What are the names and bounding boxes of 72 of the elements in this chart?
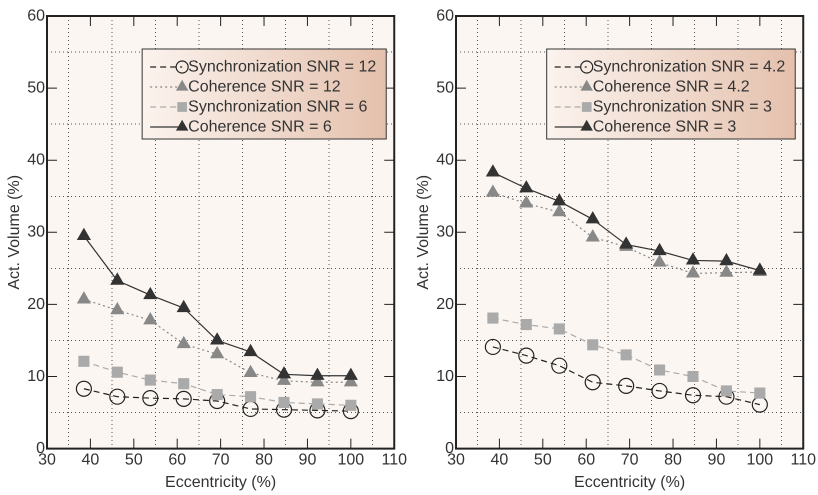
legend-label: Coherence SNR = 4.2 <box>592 78 750 96</box>
point <box>586 230 600 242</box>
point <box>484 338 501 356</box>
legend-label: Synchronization SNR = 3 <box>592 98 772 116</box>
x-tick-label: 60 <box>168 452 186 469</box>
point <box>587 339 598 350</box>
x-tick-label: 40 <box>490 452 508 469</box>
point <box>686 252 700 265</box>
y-tick-label: 60 <box>436 7 454 24</box>
point <box>718 388 735 405</box>
point <box>584 374 601 390</box>
point <box>720 385 732 396</box>
point <box>684 387 702 404</box>
y-tick-label: 50 <box>27 80 46 97</box>
legend-label: Coherence SNR = 3 <box>592 118 736 136</box>
point <box>586 212 600 224</box>
point <box>652 254 666 267</box>
x-tick-label: 90 <box>298 452 316 469</box>
point <box>651 382 668 400</box>
point <box>520 180 533 192</box>
y-tick-label: 20 <box>436 296 454 313</box>
point <box>752 396 768 413</box>
y-axis-title: Act. Volume (%) <box>415 174 432 290</box>
point <box>554 323 565 334</box>
x-tick-label: 40 <box>82 452 100 469</box>
point <box>687 370 699 382</box>
x-tick-label: 100 <box>746 452 774 469</box>
point <box>720 254 734 266</box>
x-tick-label: 70 <box>212 452 230 469</box>
x-tick-label: 60 <box>577 452 596 469</box>
point <box>518 347 534 364</box>
x-tick-label: 110 <box>381 452 408 469</box>
point <box>620 349 632 360</box>
x-tick-label: 70 <box>620 452 639 469</box>
x-tick-label: 50 <box>124 452 143 469</box>
x-axis-title: Eccentricity (%) <box>165 474 276 491</box>
point <box>552 194 566 206</box>
y-tick-label: 60 <box>27 7 46 24</box>
point <box>487 312 498 324</box>
point <box>520 196 533 208</box>
y-tick-label: 20 <box>27 296 46 313</box>
point <box>720 265 734 277</box>
y-tick-label: 30 <box>436 224 454 241</box>
point <box>686 266 700 278</box>
point <box>486 164 500 177</box>
x-axis-title: Eccentricity (%) <box>574 474 686 491</box>
y-tick-label: 10 <box>27 368 46 385</box>
legend-label: Synchronization SNR = 4.2 <box>592 58 786 76</box>
y-tick-label: 10 <box>436 368 454 385</box>
point <box>552 204 566 216</box>
x-tick-label: 50 <box>534 452 552 469</box>
x-tick-label: 90 <box>708 452 726 469</box>
y-tick-label: 40 <box>27 152 46 169</box>
y-tick-label: 30 <box>27 224 46 241</box>
y-tick-label: 40 <box>436 152 454 169</box>
point <box>486 185 500 197</box>
point <box>551 358 568 374</box>
y-axis-title: Act. Volume (%) <box>6 174 24 290</box>
legend-label: Coherence SNR = 12 <box>188 78 341 96</box>
legend-label: Synchronization SNR = 12 <box>188 58 376 76</box>
x-tick-label: 100 <box>337 452 364 469</box>
point <box>652 243 666 256</box>
y-tick-label: 50 <box>436 80 454 97</box>
x-tick-label: 80 <box>664 452 682 469</box>
legend-label: Coherence SNR = 6 <box>188 118 332 136</box>
x-tick-label: 80 <box>255 452 274 469</box>
x-tick-label: 110 <box>790 452 816 469</box>
point <box>520 319 532 330</box>
point <box>618 378 634 394</box>
legend-label: Synchronization SNR = 6 <box>188 98 368 116</box>
point <box>654 364 666 376</box>
point <box>754 388 766 399</box>
